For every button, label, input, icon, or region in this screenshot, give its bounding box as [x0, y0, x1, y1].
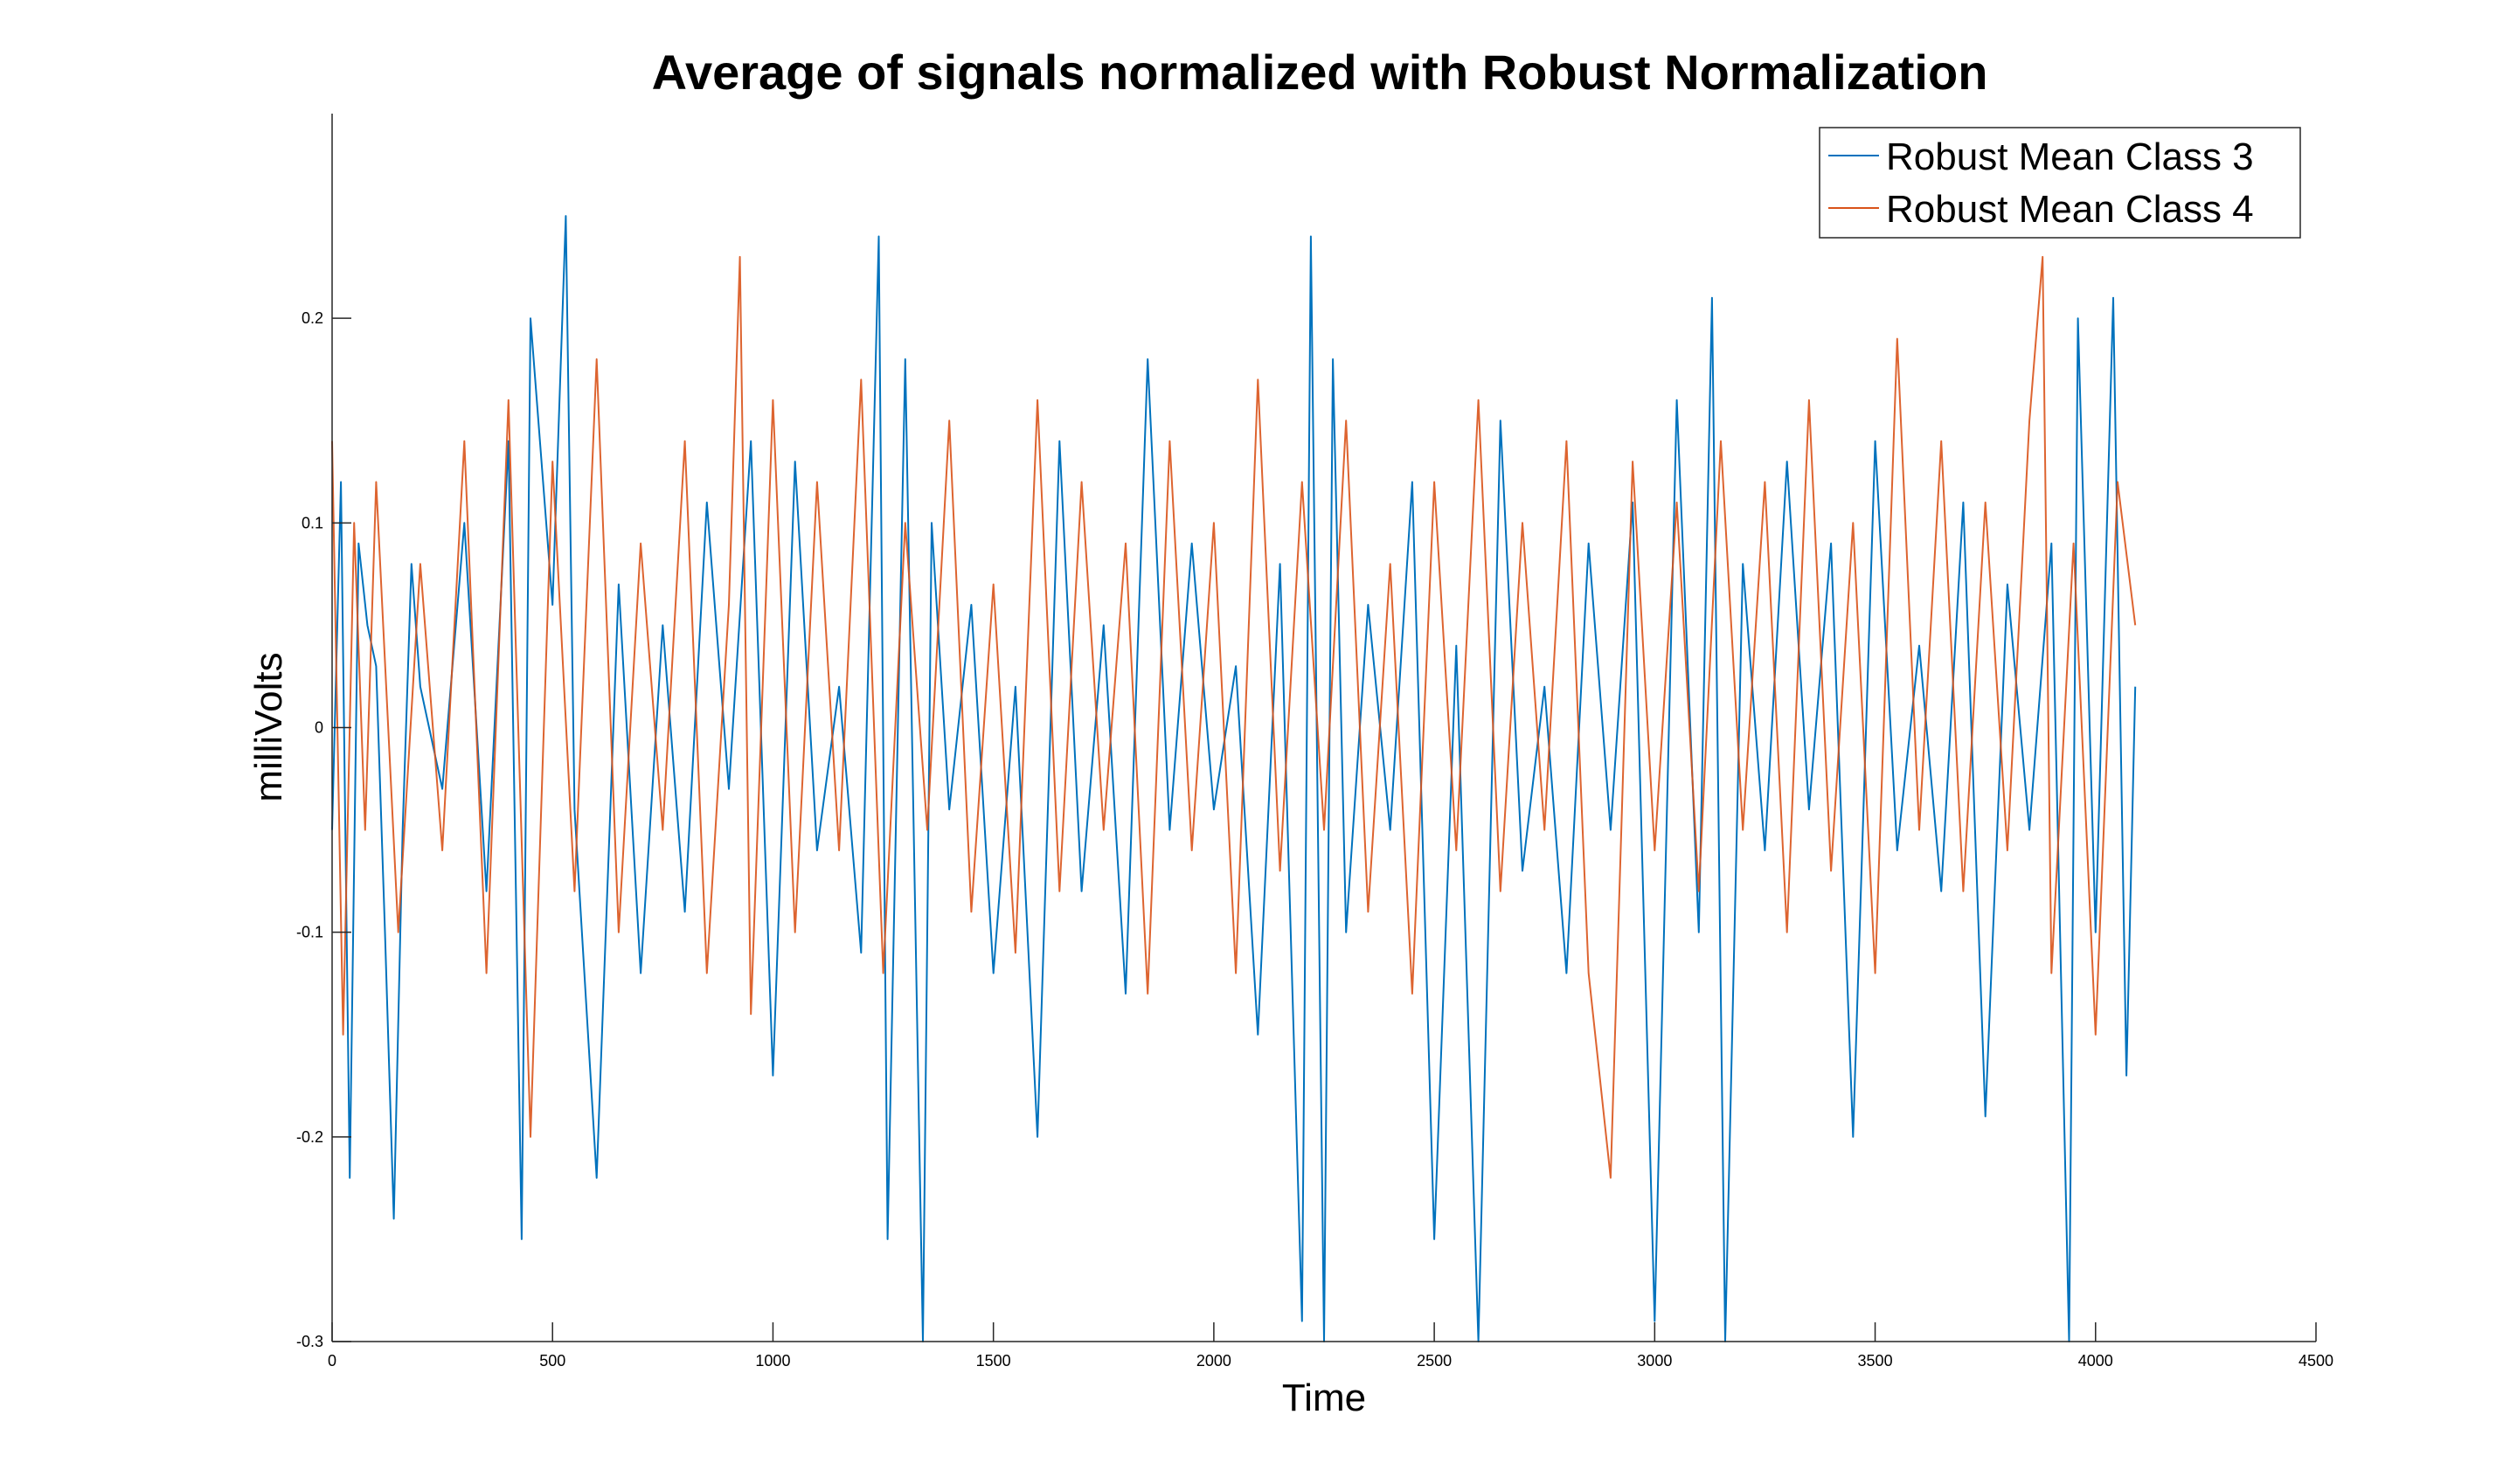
- y-axis-label: milliVolts: [247, 652, 290, 801]
- series-line-class-3: [331, 215, 2137, 1342]
- chart-title: Average of signals normalized with Robus…: [652, 45, 1988, 100]
- x-tick-label: 3000: [1637, 1352, 1672, 1370]
- x-tick-label: 3500: [1858, 1352, 1893, 1370]
- x-tick-label: 1500: [976, 1352, 1011, 1370]
- x-ticks: 0 500 1000 1500 2000 2500 3000 3500 4000 4500: [328, 1322, 2333, 1370]
- x-tick-label: 2500: [1417, 1352, 1452, 1370]
- x-tick-label: 4500: [2299, 1352, 2333, 1370]
- plot-area: 0 500 1000 1500 2000 2500 3000 3500 4000 4500 -0.…: [296, 114, 2333, 1370]
- y-tick-label: 0: [315, 719, 323, 737]
- series-line-class-4: [331, 255, 2137, 1179]
- y-tick-label: -0.2: [296, 1128, 323, 1146]
- legend: Robust Mean Class 3 Robust Mean Class 4: [1819, 127, 2301, 239]
- x-axis-label: Time: [1282, 1377, 1366, 1419]
- y-ticks: -0.3 -0.2 -0.1 0 0.1 0.2: [296, 309, 351, 1350]
- y-tick-label: 0.1: [302, 514, 323, 531]
- y-tick-label: -0.1: [296, 924, 323, 941]
- legend-label-class-3: Robust Mean Class 3: [1886, 135, 2254, 178]
- legend-box: [1819, 127, 2301, 239]
- legend-label-class-4: Robust Mean Class 4: [1886, 188, 2254, 231]
- x-tick-label: 4000: [2078, 1352, 2113, 1370]
- y-tick-label: 0.2: [302, 309, 323, 327]
- x-tick-label: 2000: [1196, 1352, 1231, 1370]
- x-tick-label: 1000: [755, 1352, 790, 1370]
- x-tick-label: 500: [539, 1352, 565, 1370]
- y-tick-label: -0.3: [296, 1333, 323, 1350]
- series-layer: [331, 215, 2137, 1342]
- x-tick-label: 0: [328, 1352, 336, 1370]
